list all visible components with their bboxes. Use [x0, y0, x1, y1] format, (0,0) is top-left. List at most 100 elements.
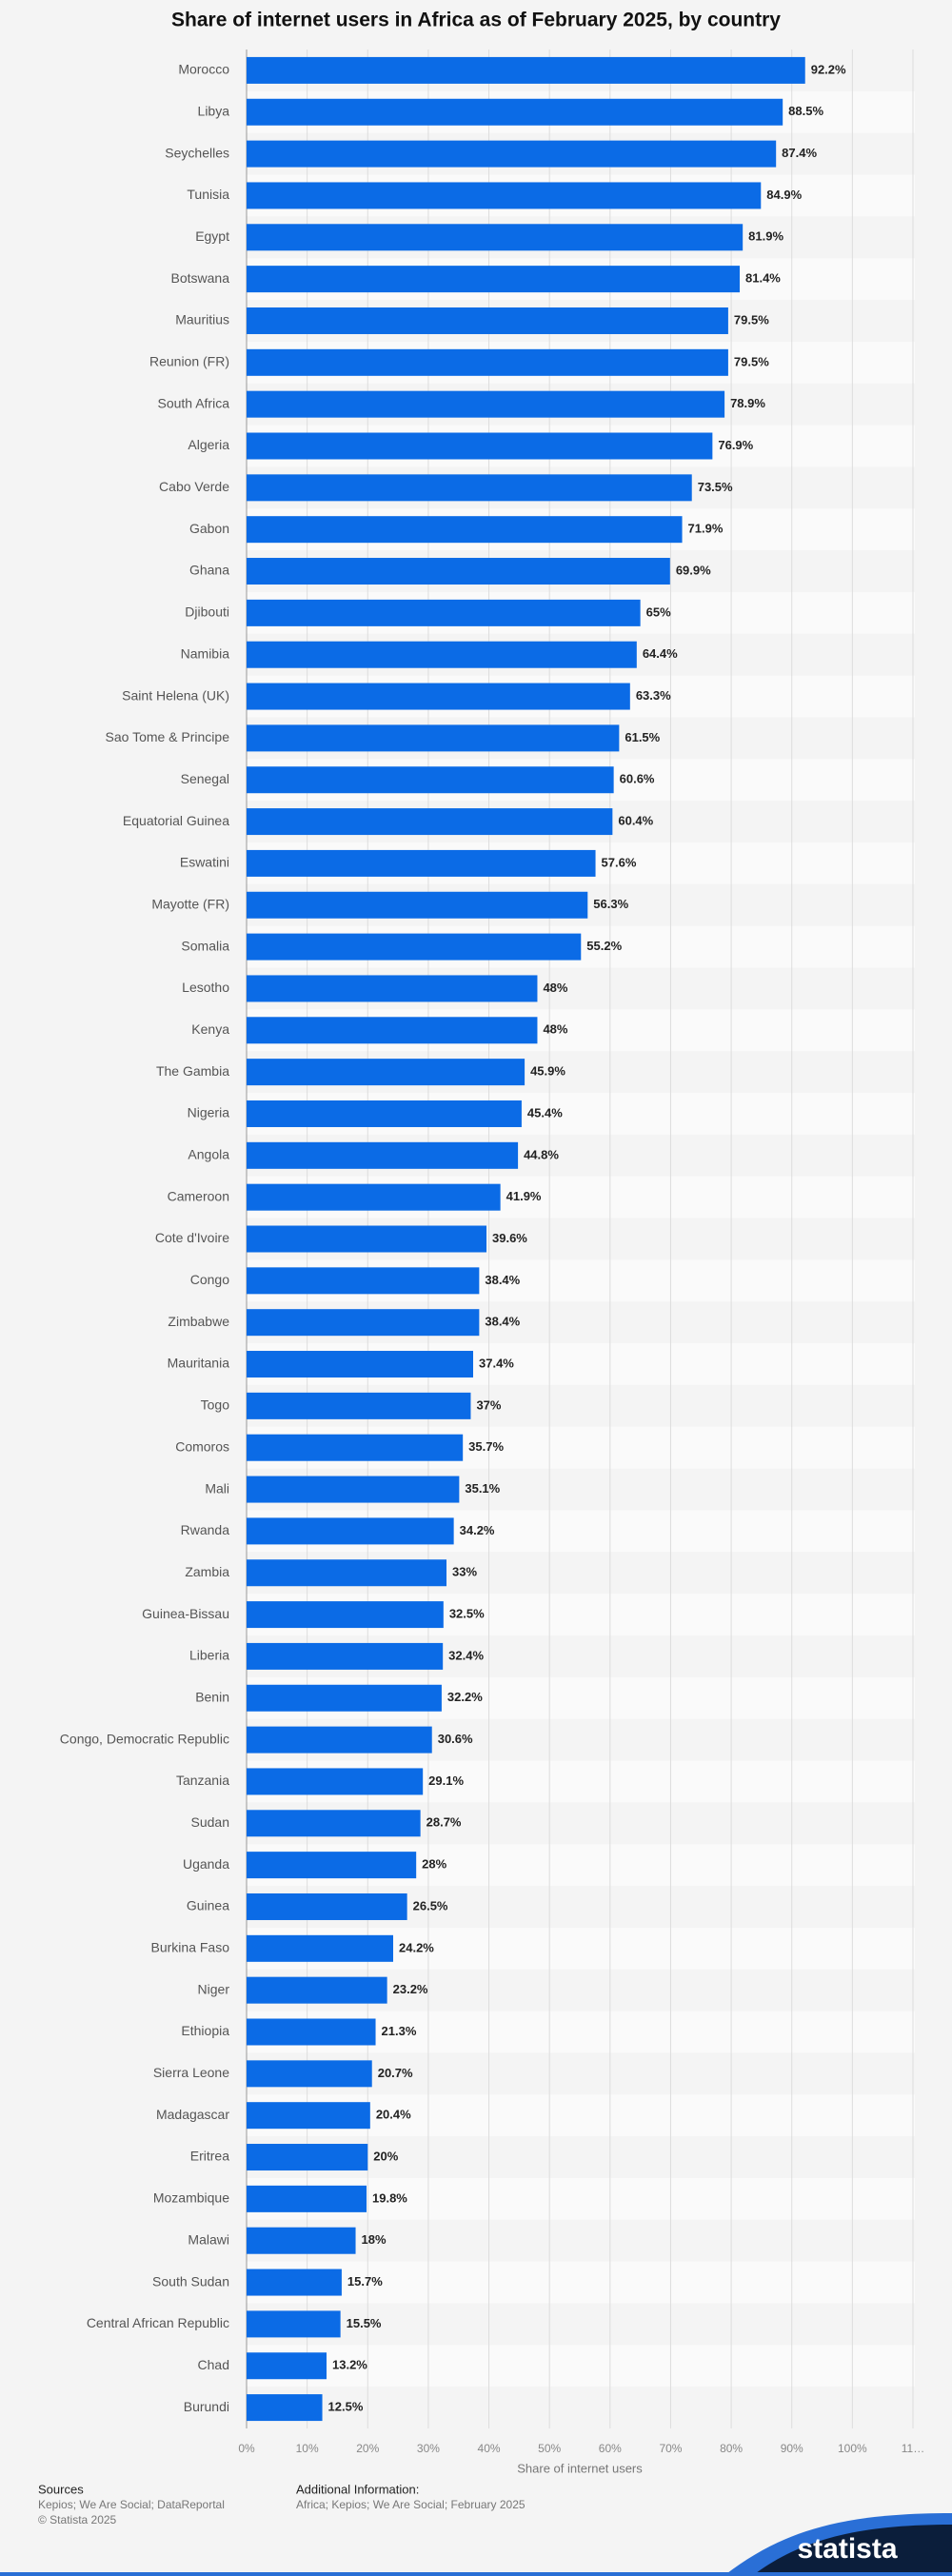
bar: [247, 808, 613, 836]
bar: [247, 1141, 519, 1169]
y-tick-label: Niger: [198, 1981, 230, 1996]
y-tick-label: Ghana: [189, 563, 229, 578]
y-tick-label: Uganda: [183, 1856, 229, 1872]
y-tick-label: Mozambique: [153, 2190, 229, 2206]
copyright: © Statista 2025: [38, 2513, 117, 2526]
bar: [247, 1017, 538, 1044]
bar: [247, 683, 630, 710]
value-label: 60.6%: [620, 772, 655, 786]
y-tick-label: Angola: [188, 1147, 229, 1162]
value-label: 38.4%: [485, 1273, 520, 1287]
bar: [247, 2352, 327, 2380]
value-label: 29.1%: [428, 1773, 464, 1788]
y-tick-label: Central African Republic: [87, 2315, 229, 2330]
value-label: 37%: [476, 1397, 501, 1412]
bar: [247, 2269, 342, 2296]
y-tick-label: Cabo Verde: [159, 479, 229, 494]
bar: [247, 2185, 367, 2212]
bar: [247, 1934, 393, 1962]
bar: [247, 1476, 460, 1503]
y-tick-label: Libya: [198, 103, 230, 118]
y-tick-label: Mauritius: [175, 312, 229, 327]
y-tick-label: Eswatini: [180, 855, 229, 870]
bar: [247, 1852, 417, 1879]
bar: [247, 2310, 341, 2338]
value-label: 13.2%: [332, 2358, 367, 2372]
bar: [247, 1684, 442, 1712]
row-band: [247, 2387, 915, 2428]
bar: [247, 140, 777, 168]
x-tick-label: 80%: [720, 2442, 743, 2455]
y-tick-label: Guinea: [187, 1898, 229, 1913]
x-tick-label: 11…: [902, 2442, 924, 2455]
bar: [247, 1059, 526, 1086]
x-tick-label: 20%: [356, 2442, 379, 2455]
y-tick-label: Eritrea: [190, 2149, 229, 2164]
value-label: 61.5%: [625, 730, 660, 744]
y-tick-label: South Africa: [158, 395, 230, 410]
bar: [247, 307, 728, 334]
bar: [247, 224, 744, 251]
value-label: 57.6%: [602, 855, 637, 869]
bar: [247, 641, 637, 668]
value-label: 28.7%: [426, 1815, 462, 1830]
y-tick-label: The Gambia: [156, 1063, 229, 1079]
bottom-line: [0, 2572, 952, 2576]
info: Africa; Kepios; We Are Social; February …: [296, 2498, 526, 2511]
x-tick-label: 60%: [599, 2442, 622, 2455]
row-band: [247, 2345, 915, 2388]
bar: [247, 1976, 387, 2004]
value-label: 87.4%: [782, 146, 817, 160]
bar: [247, 1559, 446, 1587]
value-label: 28%: [422, 1857, 446, 1872]
value-label: 79.5%: [734, 354, 769, 368]
bar: [247, 2018, 376, 2046]
logo-band: [752, 2525, 952, 2576]
value-label: 44.8%: [524, 1147, 559, 1161]
value-label: 41.9%: [506, 1189, 542, 1203]
y-tick-label: Congo, Democratic Republic: [60, 1731, 229, 1746]
y-tick-label: Cameroon: [168, 1188, 229, 1203]
bar: [247, 1309, 480, 1337]
bar: [247, 182, 762, 209]
y-tick-label: Ethiopia: [181, 2023, 229, 2038]
value-label: 20%: [373, 2149, 398, 2163]
value-label: 18%: [362, 2232, 387, 2247]
row-band: [247, 2219, 915, 2262]
y-tick-label: Chad: [198, 2357, 229, 2372]
bar: [247, 1601, 444, 1629]
y-tick-label: Algeria: [188, 437, 229, 452]
bar: [247, 724, 620, 752]
value-label: 19.8%: [372, 2190, 407, 2205]
value-label: 60.4%: [618, 814, 653, 828]
bar: [247, 2102, 370, 2130]
value-label: 35.7%: [468, 1439, 504, 1454]
bar: [247, 1642, 444, 1670]
value-label: 69.9%: [676, 563, 711, 577]
value-label: 78.9%: [730, 396, 765, 410]
y-tick-label: Sudan: [191, 1814, 229, 1830]
value-label: 20.7%: [378, 2066, 413, 2080]
bar: [247, 516, 683, 544]
info-title: Additional Information:: [296, 2482, 419, 2496]
y-tick-label: Guinea-Bissau: [142, 1606, 229, 1621]
y-tick-label: Liberia: [189, 1648, 229, 1663]
y-tick-label: Sao Tome & Principe: [106, 729, 230, 744]
x-tick-label: 70%: [659, 2442, 682, 2455]
y-tick-label: Burundi: [184, 2399, 229, 2414]
value-label: 55.2%: [586, 939, 622, 953]
y-tick-label: Mauritania: [168, 1356, 230, 1371]
value-label: 63.3%: [636, 688, 671, 703]
y-tick-label: Madagascar: [156, 2107, 229, 2122]
value-label: 32.2%: [447, 1690, 483, 1704]
bar: [247, 266, 740, 293]
value-label: 92.2%: [811, 62, 846, 76]
y-tick-label: Botswana: [171, 270, 230, 286]
y-tick-label: Somalia: [181, 938, 229, 953]
value-label: 45.9%: [530, 1064, 565, 1079]
y-tick-label: Nigeria: [188, 1105, 230, 1120]
x-tick-label: 30%: [417, 2442, 440, 2455]
bar: [247, 390, 725, 418]
